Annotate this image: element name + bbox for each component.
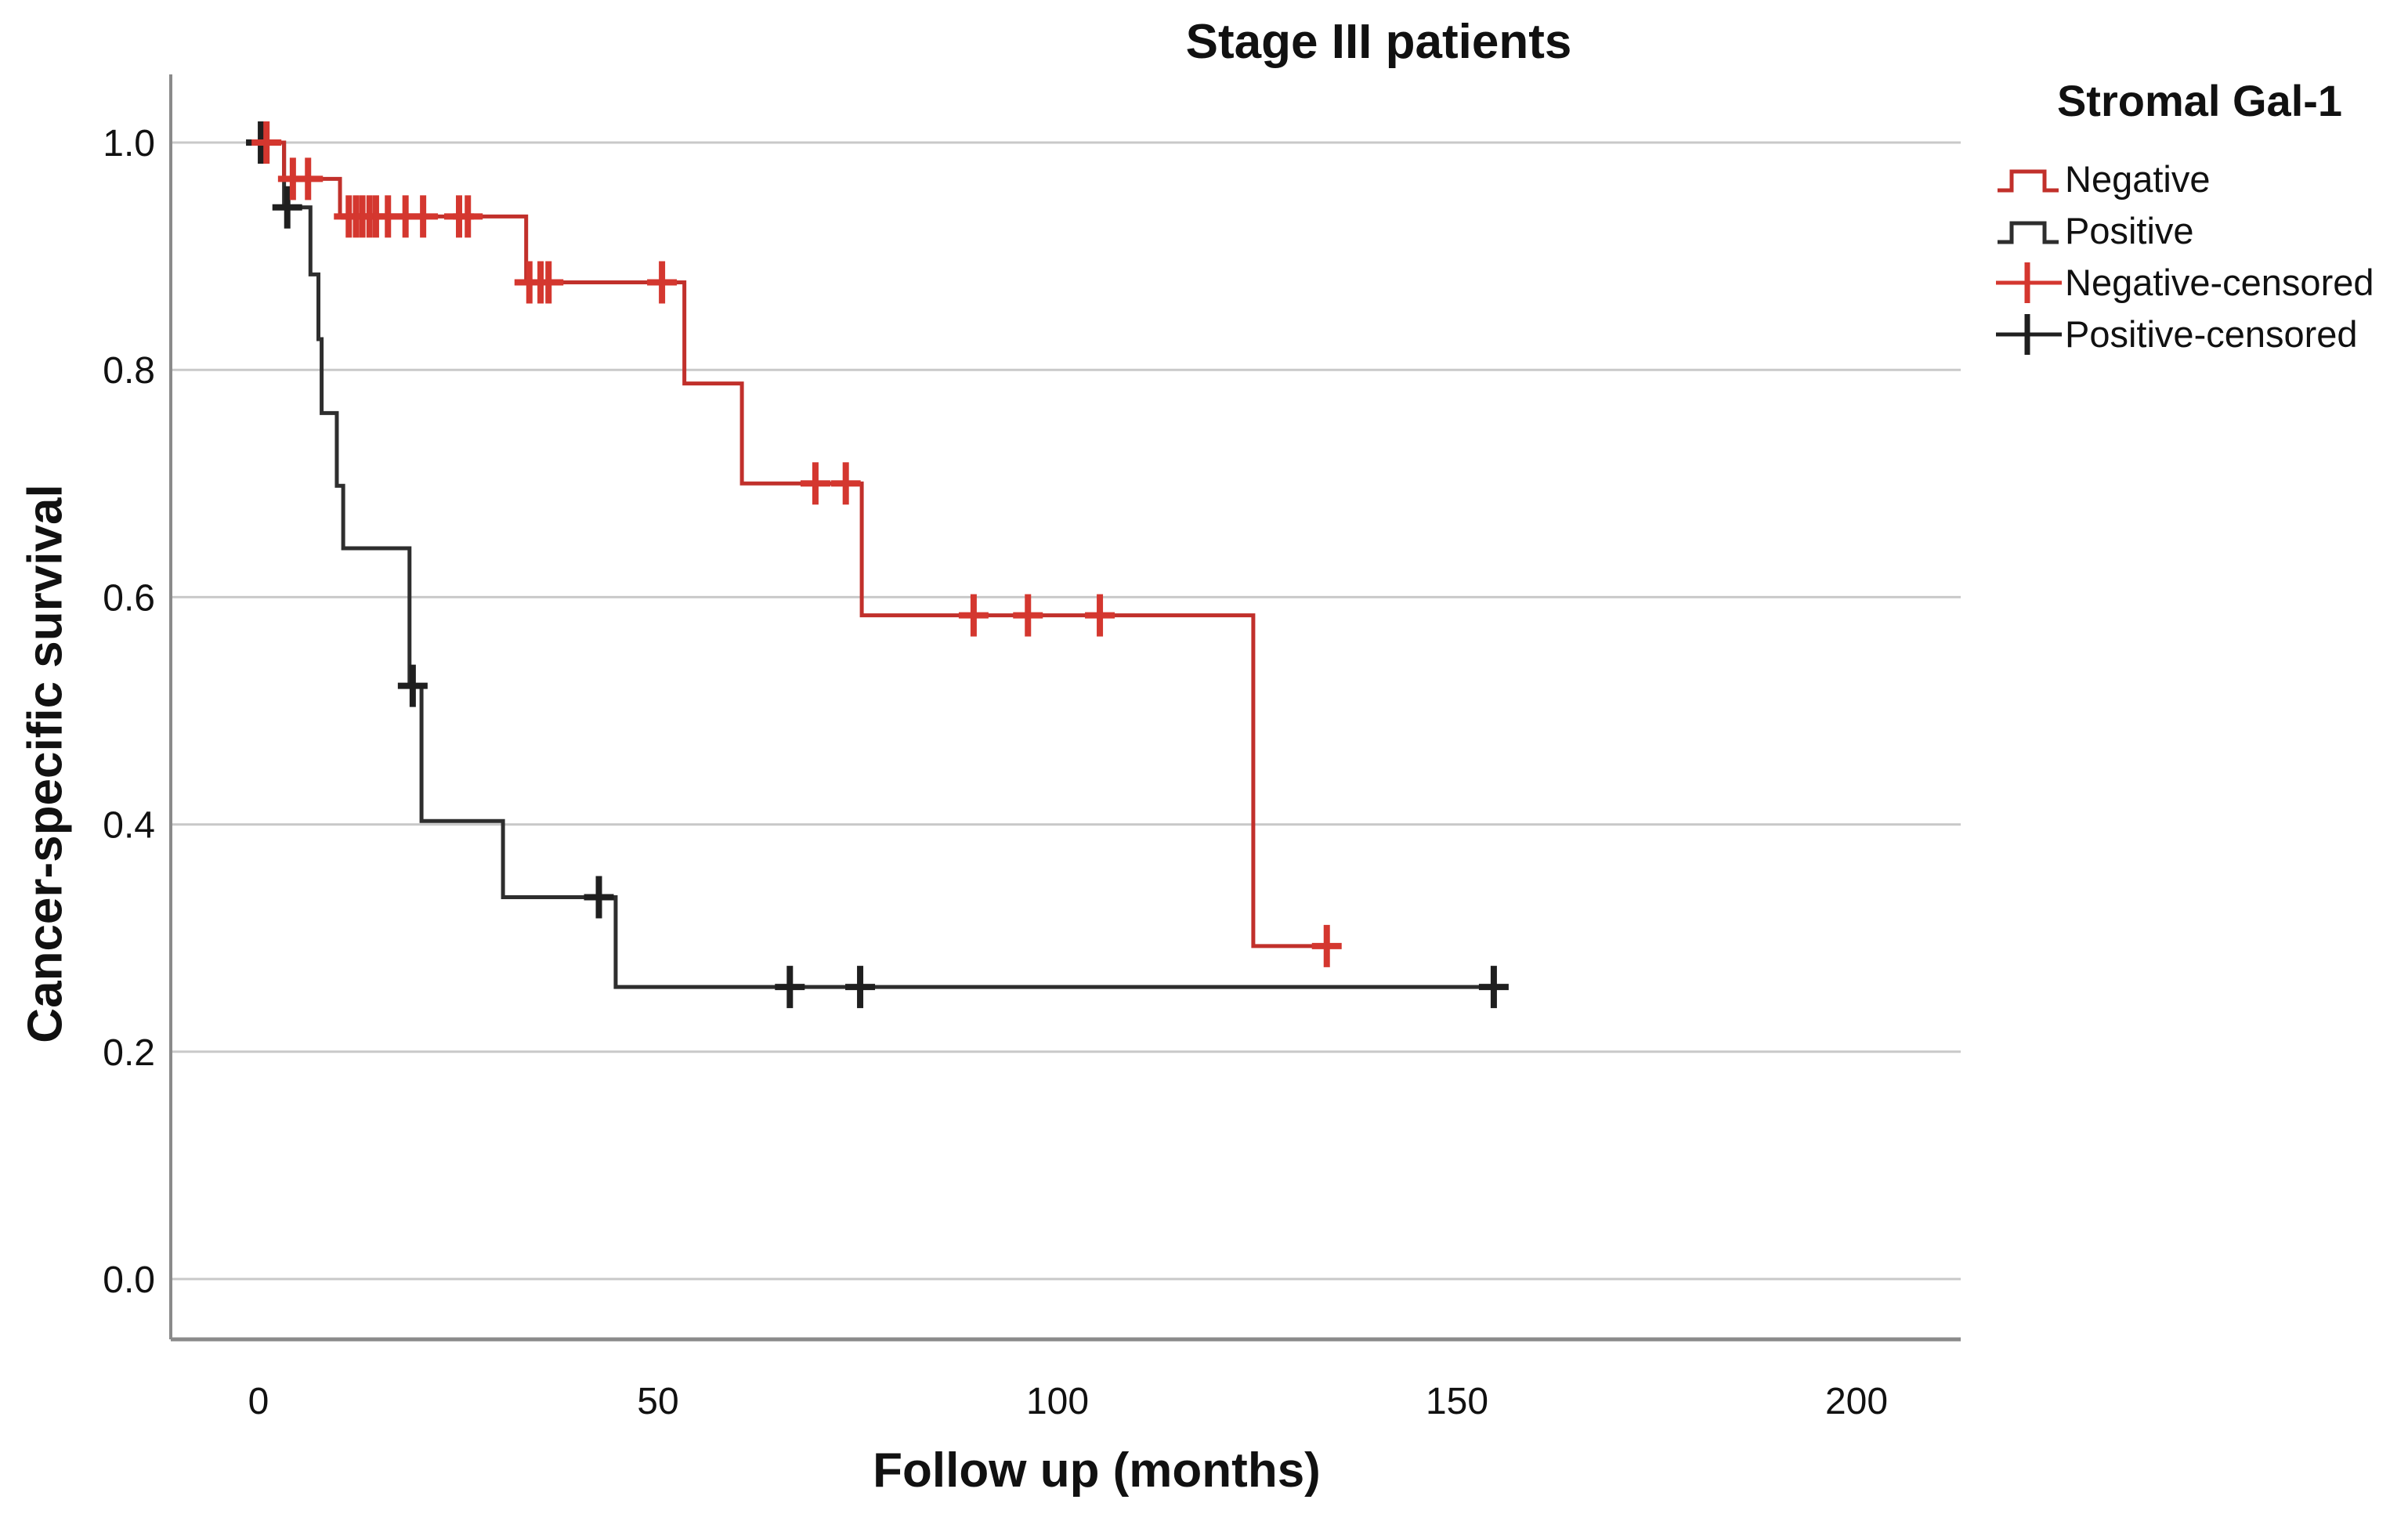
positive-curve [259, 140, 1494, 989]
legend-entry-negative-censored: Negative-censored [1996, 256, 2403, 308]
y-tick-label: 0.4 [103, 805, 155, 847]
y-tick-label: 0.2 [103, 1032, 155, 1074]
legend-title: Stromal Gal-1 [2056, 76, 2343, 125]
legend-censor-plus-icon [1996, 262, 2062, 303]
legend-entry-positive-censored: Positive-censored [1996, 308, 2403, 360]
x-axis-title: Follow up (months) [873, 1444, 1321, 1498]
legend-step-glyph [1998, 169, 2059, 193]
legend-censor-plus-icon [1996, 314, 2062, 355]
legend: Stromal Gal-1 Negative Positive Negative-c… [1996, 75, 2403, 360]
legend-entry-label: Negative-censored [2065, 261, 2374, 303]
legend-entries: Negative Positive Negative-censored Positiv… [1996, 153, 2403, 360]
legend-step-line-icon [1998, 221, 2059, 244]
legend-entry-label: Positive-censored [2065, 313, 2358, 355]
y-tick-label: 0.8 [103, 350, 155, 392]
y-tick-label: 1.0 [103, 123, 155, 164]
legend-step-line-icon [1998, 169, 2059, 193]
x-tick-label: 100 [1026, 1381, 1089, 1422]
y-tick-label: 0.6 [103, 577, 155, 619]
x-tick-label: 50 [637, 1381, 678, 1422]
x-tick-label: 150 [1426, 1381, 1488, 1422]
legend-entry-negative: Negative [1996, 153, 2403, 204]
x-tick-label: 200 [1825, 1381, 1888, 1422]
legend-entry-label: Positive [2065, 209, 2194, 251]
legend-entry-label: Negative [2065, 157, 2211, 200]
y-axis-title: Cancer-specific survival [18, 484, 73, 1043]
legend-step-glyph [1998, 221, 2059, 244]
x-tick-label: 0 [248, 1381, 269, 1422]
legend-entry-positive: Positive [1996, 204, 2403, 256]
chart-title: Stage III patients [1185, 15, 1572, 69]
y-tick-label: 0.0 [103, 1259, 155, 1301]
